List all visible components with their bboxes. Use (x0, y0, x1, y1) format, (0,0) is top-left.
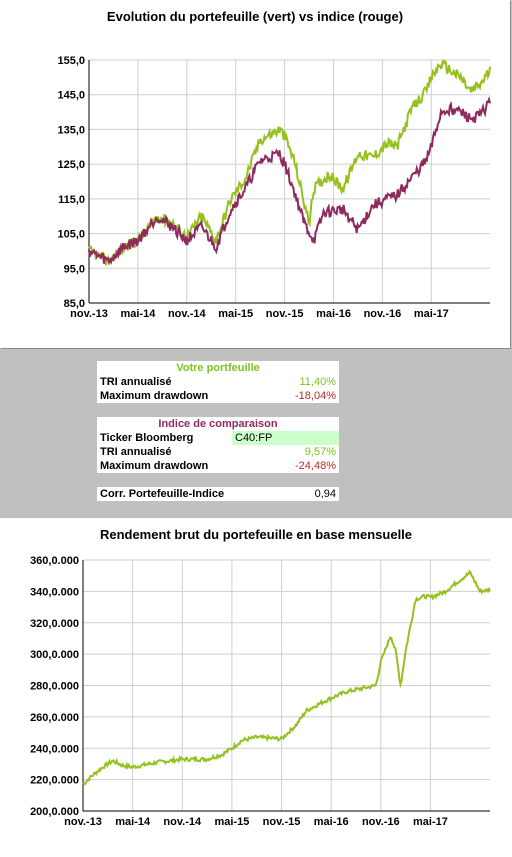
x-tick-label: mai-16 (316, 308, 351, 320)
x-tick-label: mai-17 (414, 308, 449, 320)
ticker-value-cell[interactable]: C40:FP (232, 431, 339, 445)
y-tick-label: 115,0 (58, 194, 85, 206)
index-drawdown-value: -24,48% (295, 460, 336, 472)
y-tick-label: 260,0.000 (30, 712, 79, 724)
y-tick-label: 300,0.000 (30, 649, 79, 661)
correlation-table: Corr. Portefeuille-Indice 0,94 (97, 487, 339, 501)
y-tick-label: 240,0.000 (30, 743, 79, 755)
portfolio-drawdown-value: -18,04% (295, 390, 336, 402)
index-tri-value: 9,57% (304, 446, 336, 458)
correlation-value: 0,94 (314, 488, 336, 500)
correlation-row: Corr. Portefeuille-Indice 0,94 (97, 487, 339, 501)
portfolio-tri-value: 11,40% (299, 376, 337, 388)
portfolio-drawdown-row: Maximum drawdown -18,04% (97, 389, 339, 403)
x-tick-label: nov.-13 (64, 816, 102, 828)
y-tick-label: 280,0.000 (30, 681, 79, 693)
plot-area: 85,0 95,0 105,0 115,0 125,0 135,0 145,0 155,0 no… (57, 55, 491, 320)
y-tick-label: 105,0 (57, 229, 85, 241)
x-tick-label: nov.-16 (364, 308, 402, 320)
x-tick-label: mai-15 (214, 816, 249, 828)
y-tick-label: 320,0.000 (30, 618, 79, 630)
index-drawdown-row: Maximum drawdown -24,48% (97, 459, 339, 473)
x-tick-label: mai-16 (314, 816, 349, 828)
portfolio-tri-row: TRI annualisé 11,40% (97, 375, 339, 389)
x-tick-label: nov.-15 (263, 816, 301, 828)
y-tick-label: 145,0 (57, 90, 85, 102)
index-tri-label: TRI annualisé (100, 446, 172, 458)
correlation-label: Corr. Portefeuille-Indice (100, 488, 225, 500)
x-tick-label: mai-14 (120, 308, 156, 320)
x-tick-label: mai-15 (218, 308, 253, 320)
y-tick-label: 340,0.000 (30, 586, 79, 598)
portfolio-drawdown-label: Maximum drawdown (100, 390, 209, 402)
portfolio-header: Votre portfeuille (97, 361, 339, 375)
y-tick-label: 95,0 (64, 263, 85, 275)
index-stats-table: Indice de comparaison Ticker Bloomberg C… (97, 417, 339, 473)
portfolio-stats-table: Votre portfeuille TRI annualisé 11,40% M… (97, 361, 339, 403)
y-tick-label: 125,0 (57, 159, 85, 171)
y-tick-label: 360,0.000 (30, 555, 79, 567)
x-tick-label: nov.-16 (362, 816, 400, 828)
x-tick-label: mai-17 (413, 816, 448, 828)
index-header: Indice de comparaison (97, 417, 339, 431)
x-tick-label: nov.-14 (168, 308, 207, 320)
ticker-value: C40:FP (235, 432, 273, 444)
y-tick-label: 85,0 (64, 298, 85, 310)
y-tick-label: 220,0.000 (30, 775, 79, 787)
portfolio-vs-index-panel: Evolution du portefeuille (vert) vs indi… (0, 0, 510, 348)
portfolio-vs-index-chart: 85,0 95,0 105,0 115,0 125,0 135,0 145,0 155,0 no… (57, 55, 491, 320)
x-tick-label: nov.-14 (163, 816, 202, 828)
top-chart-title: Evolution du portefeuille (vert) vs indi… (106, 9, 404, 24)
series-line-1 (88, 96, 491, 265)
ticker-row: Ticker Bloomberg C40:FP (97, 431, 339, 445)
portfolio-tri-label: TRI annualisé (100, 376, 172, 388)
index-drawdown-label: Maximum drawdown (100, 460, 209, 472)
bottom-chart-title: Rendement brut du portefeuille en base m… (99, 527, 413, 542)
monthly-return-panel: Rendement brut du portefeuille en base m… (0, 518, 512, 857)
x-tick-label: nov.-13 (70, 308, 108, 320)
plot-area: 200,0.000 220,0.000 240,0.000 260,0.000 280,… (30, 555, 491, 828)
monthly-return-chart: 200,0.000 220,0.000 240,0.000 260,0.000 280,… (30, 555, 491, 828)
x-tick-label: nov.-15 (266, 308, 304, 320)
x-tick-label: mai-14 (115, 816, 151, 828)
series-line-0 (82, 569, 491, 786)
index-tri-row: TRI annualisé 9,57% (97, 445, 339, 459)
y-tick-label: 155,0 (57, 55, 85, 67)
ticker-label: Ticker Bloomberg (100, 432, 194, 444)
y-tick-label: 135,0 (57, 124, 85, 136)
y-tick-label: 200,0.000 (30, 806, 79, 818)
